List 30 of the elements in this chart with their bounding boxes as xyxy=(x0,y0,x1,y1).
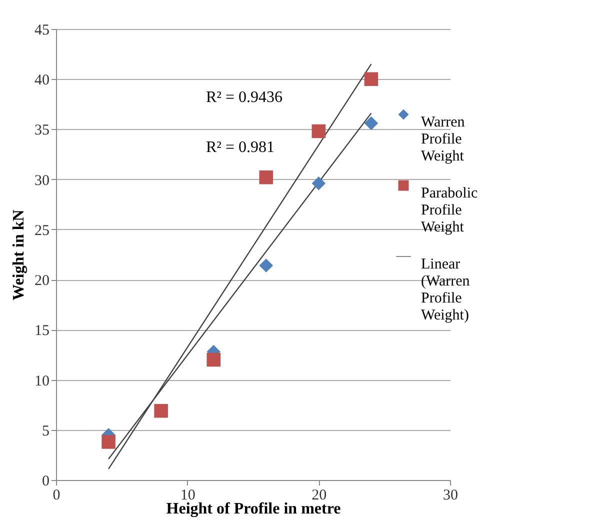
y-tick-label: 25 xyxy=(34,222,50,239)
x-tick-label: 30 xyxy=(443,488,458,504)
point xyxy=(312,124,326,138)
point xyxy=(259,258,274,272)
point xyxy=(206,352,220,367)
y-tick-label: 15 xyxy=(34,323,50,340)
y-tick-label: 5 xyxy=(42,423,50,440)
y-tick-label: 20 xyxy=(34,273,50,290)
legend-label: Warren Profile Weight xyxy=(421,114,466,164)
y-tick-label: 30 xyxy=(34,172,50,189)
x-tick-label: 10 xyxy=(180,488,196,504)
y-tick-label: 40 xyxy=(34,72,50,89)
x-tick-label: 20 xyxy=(312,488,327,504)
point xyxy=(102,435,116,449)
point xyxy=(259,170,274,184)
annotation: R² = 0.981 xyxy=(206,139,274,156)
point xyxy=(312,176,326,190)
y-tick-label: 10 xyxy=(34,373,50,390)
point xyxy=(154,404,168,418)
x-tick-label: 0 xyxy=(52,488,60,504)
annotation: R² = 0.9436 xyxy=(206,89,282,106)
legend-label: Parabolic Profile Weight xyxy=(421,186,478,236)
x-axis-title: Height of Profile in metre xyxy=(166,500,341,518)
point xyxy=(364,72,378,86)
y-tick-label: 45 xyxy=(34,22,50,38)
legend-label: Linear (Warren Profile Weight) xyxy=(421,256,470,324)
y-tick-label: 35 xyxy=(34,122,50,139)
y-tick-label: 0 xyxy=(42,474,50,490)
point xyxy=(364,116,378,130)
y-axis-title: Weight in kN xyxy=(10,209,28,300)
